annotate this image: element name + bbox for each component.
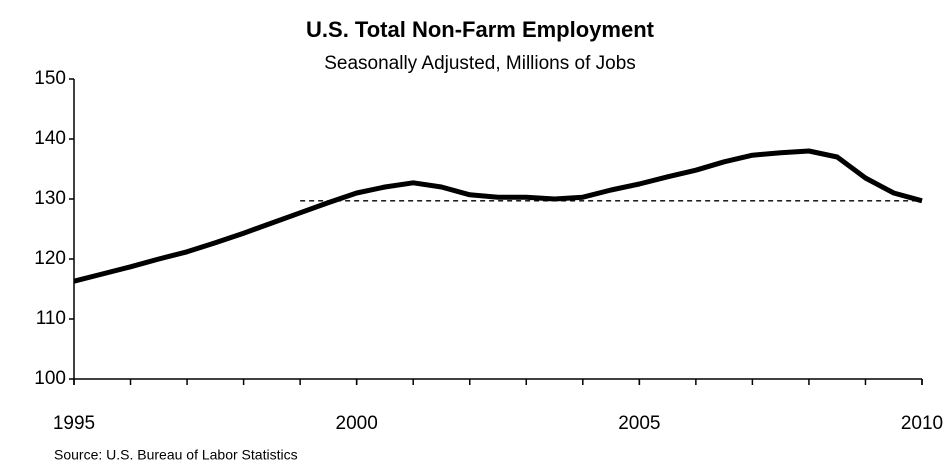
x-tick-label: 2010: [901, 413, 943, 434]
chart-subtitle: Seasonally Adjusted, Millions of Jobs: [324, 53, 636, 74]
y-tick-label: 110: [36, 308, 66, 329]
y-tick-label: 150: [34, 68, 66, 89]
chart-title: U.S. Total Non-Farm Employment: [306, 17, 655, 42]
y-tick-label: 100: [34, 368, 66, 389]
x-tick-label: 2000: [336, 413, 378, 434]
y-tick-label: 140: [34, 128, 66, 149]
y-tick-label: 120: [34, 248, 66, 269]
x-tick-label: 1995: [53, 413, 95, 434]
source-note: Source: U.S. Bureau of Labor Statistics: [54, 447, 298, 463]
data-line: [73, 148, 923, 284]
y-tick-label: 130: [34, 188, 66, 209]
x-tick-label: 2005: [618, 413, 660, 434]
